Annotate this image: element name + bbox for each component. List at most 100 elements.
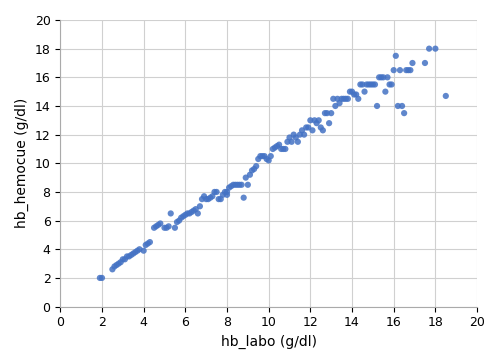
- Point: [244, 182, 252, 188]
- Point: [108, 266, 116, 272]
- Point: [166, 210, 174, 216]
- Point: [369, 82, 377, 87]
- Point: [356, 82, 364, 87]
- Point: [280, 146, 287, 152]
- Point: [230, 182, 237, 188]
- Point: [150, 225, 158, 231]
- Point: [348, 89, 356, 95]
- Point: [210, 189, 218, 195]
- Point: [127, 252, 135, 258]
- Point: [394, 103, 402, 109]
- Point: [344, 96, 352, 102]
- Point: [386, 82, 394, 87]
- Point: [262, 156, 270, 162]
- Point: [250, 166, 258, 172]
- Point: [296, 132, 304, 138]
- Point: [404, 67, 412, 73]
- Point: [254, 156, 262, 162]
- Point: [267, 153, 275, 159]
- Point: [258, 153, 266, 159]
- Point: [196, 203, 204, 209]
- Point: [306, 118, 314, 123]
- Point: [114, 261, 122, 266]
- Point: [342, 96, 350, 102]
- Point: [371, 82, 379, 87]
- Point: [234, 182, 241, 188]
- Point: [144, 241, 152, 246]
- Point: [173, 219, 181, 225]
- Point: [298, 127, 306, 133]
- Point: [354, 96, 362, 102]
- Point: [323, 110, 331, 116]
- Point: [325, 120, 333, 126]
- Point: [186, 210, 194, 216]
- Point: [212, 189, 220, 195]
- X-axis label: hb_labo (g/dl): hb_labo (g/dl): [220, 335, 316, 349]
- Point: [340, 96, 347, 102]
- Point: [396, 67, 404, 73]
- Point: [242, 175, 250, 181]
- Point: [334, 96, 342, 102]
- Point: [425, 46, 433, 52]
- Point: [352, 92, 360, 98]
- Point: [204, 196, 212, 202]
- Point: [214, 196, 222, 202]
- Point: [319, 127, 327, 133]
- Point: [367, 82, 375, 87]
- Point: [202, 196, 210, 202]
- Point: [392, 53, 400, 59]
- Point: [269, 146, 277, 152]
- Point: [284, 139, 292, 145]
- Point: [198, 196, 206, 202]
- Point: [384, 74, 392, 80]
- Point: [238, 182, 246, 188]
- Point: [398, 103, 406, 109]
- Point: [156, 221, 164, 226]
- Point: [260, 153, 268, 159]
- Point: [382, 89, 390, 95]
- Point: [275, 142, 283, 147]
- Point: [200, 193, 208, 199]
- Point: [171, 225, 179, 231]
- Point: [421, 60, 429, 66]
- Point: [310, 118, 318, 123]
- Point: [223, 192, 231, 198]
- Point: [221, 189, 229, 195]
- Point: [256, 153, 264, 159]
- Point: [308, 127, 316, 133]
- Point: [317, 124, 325, 130]
- Point: [125, 253, 133, 259]
- Point: [282, 146, 290, 152]
- Point: [271, 145, 279, 150]
- Point: [179, 213, 187, 219]
- Point: [330, 96, 338, 102]
- Point: [232, 182, 239, 188]
- Point: [119, 256, 127, 262]
- Point: [362, 82, 370, 87]
- Point: [312, 120, 320, 126]
- Point: [123, 253, 131, 259]
- Point: [132, 249, 140, 255]
- Point: [162, 225, 170, 231]
- Point: [332, 103, 340, 109]
- Point: [190, 208, 198, 214]
- Point: [300, 132, 308, 138]
- Point: [277, 146, 285, 152]
- Point: [408, 60, 416, 66]
- Point: [338, 96, 345, 102]
- Point: [264, 158, 272, 163]
- Point: [134, 248, 141, 254]
- Point: [273, 143, 281, 149]
- Point: [314, 118, 322, 123]
- Point: [140, 248, 147, 254]
- Point: [380, 74, 388, 80]
- Point: [406, 67, 414, 73]
- Point: [346, 89, 354, 95]
- Point: [360, 89, 368, 95]
- Point: [246, 172, 254, 178]
- Point: [302, 124, 310, 130]
- Point: [373, 103, 381, 109]
- Point: [129, 251, 137, 257]
- Point: [252, 163, 260, 169]
- Point: [240, 195, 248, 201]
